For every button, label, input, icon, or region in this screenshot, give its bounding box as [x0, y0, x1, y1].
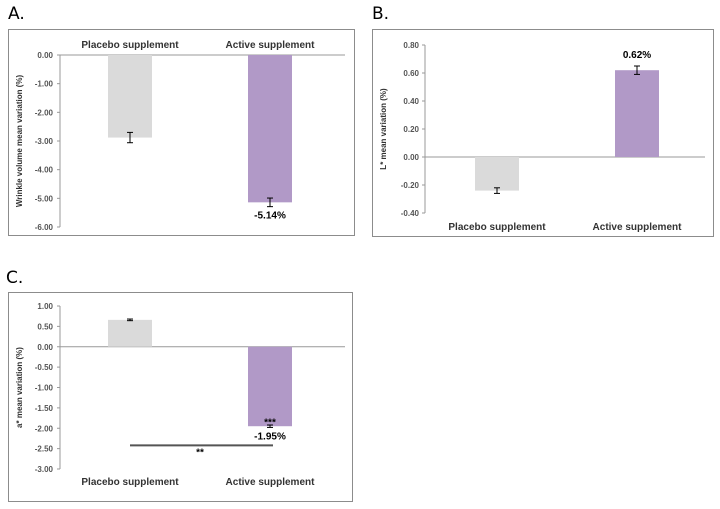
y-tick-label-b: 0.20 — [403, 125, 419, 134]
y-tick-label-c: -1.00 — [35, 384, 54, 393]
significance-stars-c: *** — [264, 417, 276, 428]
data-label-c: -1.95% — [254, 431, 286, 442]
y-tick-label-b: 0.40 — [403, 97, 419, 106]
y-tick-label-c: 0.50 — [37, 322, 53, 331]
y-tick-label-a: -5.00 — [35, 194, 54, 203]
panel-label-b: B. — [372, 4, 390, 24]
bar-b-active — [615, 70, 659, 157]
bar-a-placebo — [108, 55, 152, 138]
y-axis-title-c: a* mean variation (%) — [15, 347, 24, 428]
bar-c-active — [248, 346, 292, 427]
y-tick-label-b: -0.20 — [401, 181, 420, 190]
y-tick-label-a: -4.00 — [35, 166, 54, 175]
y-axis-title-a: Wrinkle volume mean variation (%) — [15, 75, 24, 208]
bar-a-active — [248, 55, 292, 203]
chart-panel-c — [8, 292, 353, 502]
bar-b-placebo — [475, 157, 519, 191]
y-tick-label-c: -3.00 — [35, 465, 54, 474]
significance-label-c: ** — [196, 447, 204, 458]
chart-panel-b — [372, 29, 714, 237]
y-tick-label-a: -3.00 — [35, 137, 54, 146]
y-tick-label-b: -0.40 — [401, 209, 420, 218]
y-tick-label-a: -6.00 — [35, 223, 54, 232]
data-label-a: -5.14% — [254, 211, 286, 222]
y-axis-title-b: L* mean variation (%) — [379, 88, 388, 170]
category-label-a: Active supplement — [226, 40, 316, 51]
category-label-b: Placebo supplement — [448, 222, 546, 233]
bar-c-placebo — [108, 319, 152, 347]
data-label-b: 0.62% — [623, 50, 651, 61]
y-tick-label-a: 0.00 — [37, 51, 53, 60]
chart-panel-a — [8, 29, 355, 236]
category-label-c: Active supplement — [226, 477, 316, 488]
category-label-a: Placebo supplement — [81, 40, 179, 51]
category-label-b: Active supplement — [593, 222, 683, 233]
y-tick-label-c: -1.50 — [35, 404, 54, 413]
y-tick-label-b: 0.80 — [403, 41, 419, 50]
y-tick-label-c: -2.00 — [35, 424, 54, 433]
y-tick-label-c: 1.00 — [37, 302, 53, 311]
y-tick-label-a: -2.00 — [35, 108, 54, 117]
y-tick-label-c: 0.00 — [37, 343, 53, 352]
panel-label-c: C. — [6, 268, 24, 288]
y-tick-label-b: 0.60 — [403, 69, 419, 78]
y-tick-label-c: -0.50 — [35, 363, 54, 372]
y-tick-label-a: -1.00 — [35, 80, 54, 89]
category-label-c: Placebo supplement — [81, 477, 179, 488]
y-tick-label-c: -2.50 — [35, 445, 54, 454]
panel-label-a: A. — [8, 4, 25, 24]
y-tick-label-b: 0.00 — [403, 153, 419, 162]
